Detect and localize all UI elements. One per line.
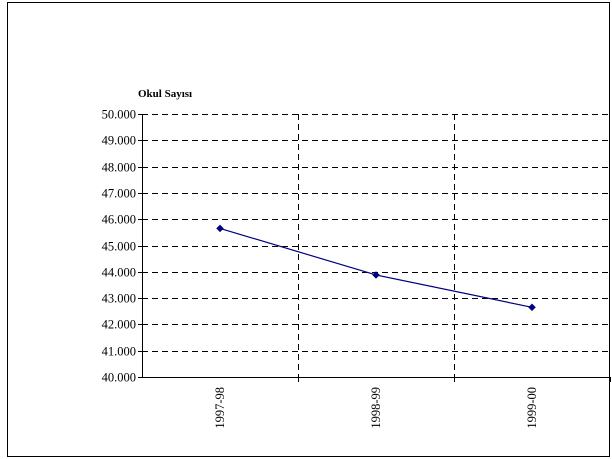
data-point-marker [372, 271, 380, 279]
y-tick-label: 43.000 [102, 292, 136, 306]
y-tick-label: 45.000 [102, 240, 136, 254]
x-tick-labels: 1997-98 1998-99 1999-00 [213, 387, 539, 429]
axes [138, 114, 611, 382]
y-tick-label: 46.000 [102, 213, 136, 227]
y-tick-label: 48.000 [102, 161, 136, 175]
y-tick-label: 47.000 [102, 187, 136, 201]
series-layer [216, 224, 536, 312]
chart-frame [7, 2, 610, 457]
y-tick-label: 42.000 [102, 318, 136, 332]
y-tick-label: 50.000 [102, 108, 136, 122]
data-point-marker [528, 303, 536, 312]
y-tick-label: 41.000 [102, 345, 136, 359]
x-tick-label: 1998-99 [369, 387, 383, 429]
data-point-marker [216, 224, 224, 233]
y-tick-label: 49.000 [102, 134, 136, 148]
y-axis-title: Okul Sayısı [138, 88, 192, 100]
series-line [219, 227, 533, 308]
x-tick-label: 1997-98 [213, 387, 227, 429]
y-tick-label: 44.000 [102, 266, 136, 280]
grid-lines [142, 114, 610, 377]
y-tick-labels: 40.000 41.000 42.000 43.000 44.000 45.000 46.0… [102, 108, 136, 385]
x-tick-label: 1999-00 [525, 387, 539, 429]
y-tick-label: 40.000 [102, 371, 136, 385]
